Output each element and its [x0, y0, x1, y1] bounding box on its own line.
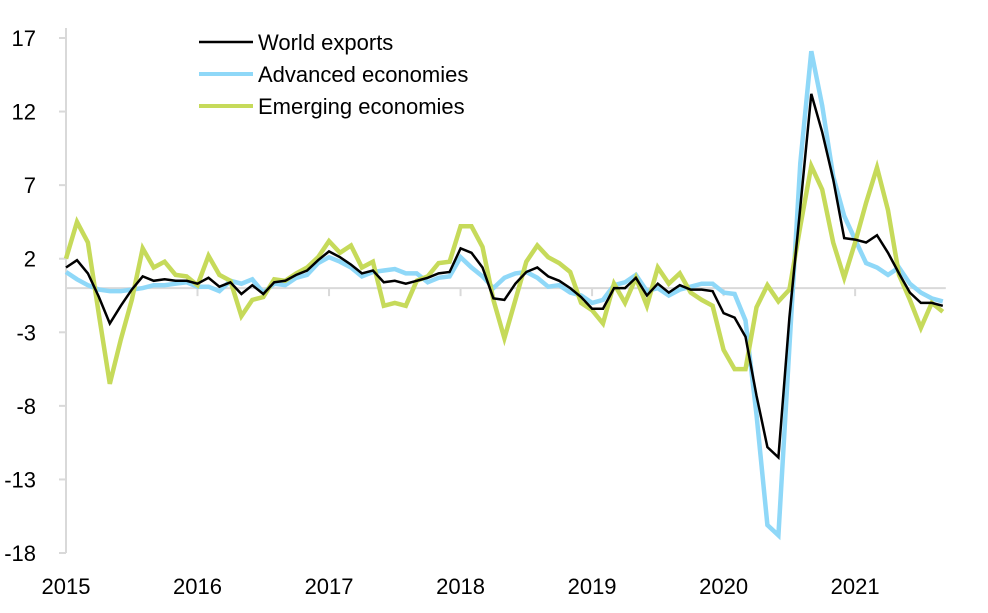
- y-tick-label: 7: [24, 173, 36, 198]
- x-tick-label: 2016: [173, 574, 222, 599]
- series-line-emerging-economies: [63, 158, 945, 385]
- y-tick-label: -8: [16, 394, 36, 419]
- y-tick-label: -13: [4, 467, 36, 492]
- series-line-world-exports: [65, 93, 944, 461]
- y-tick-label: 12: [12, 100, 36, 125]
- x-tick-label: 2021: [831, 574, 880, 599]
- x-ticks: 2015 2016 2017 2018 2019 2020 2021: [42, 288, 880, 599]
- legend-label: World exports: [258, 30, 393, 55]
- y-tick-label: 17: [12, 26, 36, 51]
- legend: World exports Advanced economies Emerging …: [199, 30, 468, 119]
- x-tick-label: 2017: [305, 574, 354, 599]
- axes: 17 12 7 2 -3 -8 -13 -18 2015 2016 2017 2018 2019 202…: [4, 26, 946, 599]
- x-tick-label: 2019: [568, 574, 617, 599]
- y-tick-label: -18: [4, 541, 36, 566]
- legend-label: Advanced economies: [258, 62, 468, 87]
- x-tick-label: 2020: [699, 574, 748, 599]
- legend-item-emerging-economies: Emerging economies: [199, 94, 465, 119]
- y-ticks: 17 12 7 2 -3 -8 -13 -18: [4, 26, 66, 566]
- y-tick-label: -3: [16, 320, 36, 345]
- x-tick-label: 2018: [436, 574, 485, 599]
- legend-item-advanced-economies: Advanced economies: [199, 62, 468, 87]
- y-tick-label: 2: [24, 247, 36, 272]
- legend-item-world-exports: World exports: [199, 30, 393, 55]
- x-tick-label: 2015: [42, 574, 91, 599]
- series-layer: [63, 50, 945, 541]
- legend-label: Emerging economies: [258, 94, 465, 119]
- series-line-advanced-economies: [64, 50, 944, 541]
